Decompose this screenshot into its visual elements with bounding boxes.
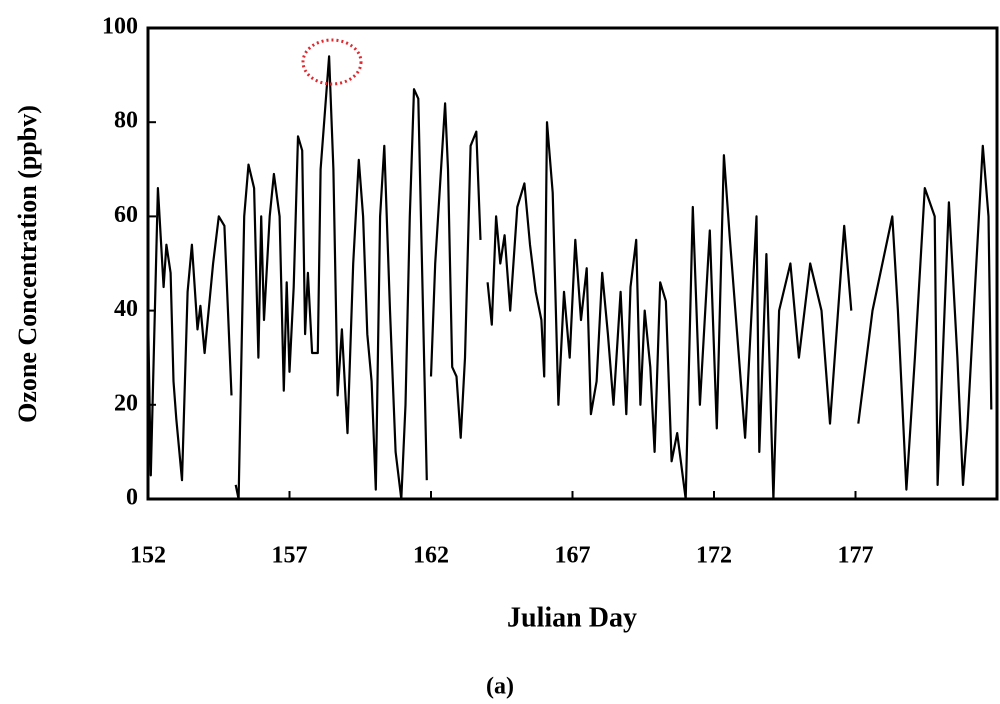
- x-tick-label: 167: [555, 543, 591, 569]
- highlight-ellipse: [301, 38, 363, 86]
- y-tick-label: 20: [114, 390, 138, 416]
- y-tick-label: 100: [102, 14, 138, 40]
- ozone-line: [146, 55, 993, 501]
- x-tick-label: 152: [130, 543, 166, 569]
- y-axis-label: Ozone Concentration (ppbv): [13, 105, 42, 423]
- x-tick-label: 177: [838, 543, 874, 569]
- caption: (a): [486, 674, 514, 700]
- y-tick-label: 40: [114, 296, 138, 322]
- y-tick-label: 60: [114, 202, 138, 228]
- plot-frame: [146, 26, 999, 501]
- x-tick-label: 157: [272, 543, 308, 569]
- y-tick-label: 0: [126, 485, 138, 511]
- x-tick-label: 162: [413, 543, 449, 569]
- x-axis-label: Julian Day: [507, 602, 637, 633]
- x-tick-label: 172: [696, 543, 732, 569]
- y-tick-label: 80: [114, 108, 138, 134]
